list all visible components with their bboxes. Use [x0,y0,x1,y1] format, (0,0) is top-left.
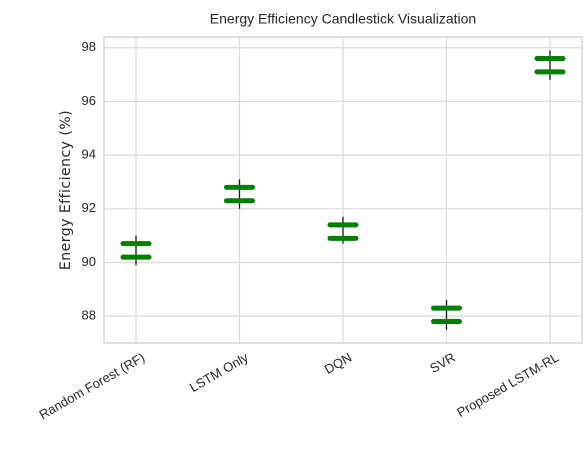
x-tick-label: LSTM Only [187,349,251,395]
y-tick-label: 94 [82,147,96,162]
y-tick-label: 98 [82,39,96,54]
y-tick-label: 92 [82,200,96,215]
y-axis-label: Energy Efficiency (%) [58,110,74,270]
x-tick-label: DQN [322,350,355,377]
y-tick-label: 90 [82,254,96,269]
plot-frame [103,36,583,344]
x-tick-label: Proposed LSTM-RL [454,350,561,420]
chart-title: Energy Efficiency Candlestick Visualizat… [210,11,476,27]
y-tick-label: 88 [82,308,96,323]
x-tick-label: Random Forest (RF) [36,350,147,423]
x-tick-label: SVR [427,350,458,376]
y-tick-label: 96 [82,93,96,108]
